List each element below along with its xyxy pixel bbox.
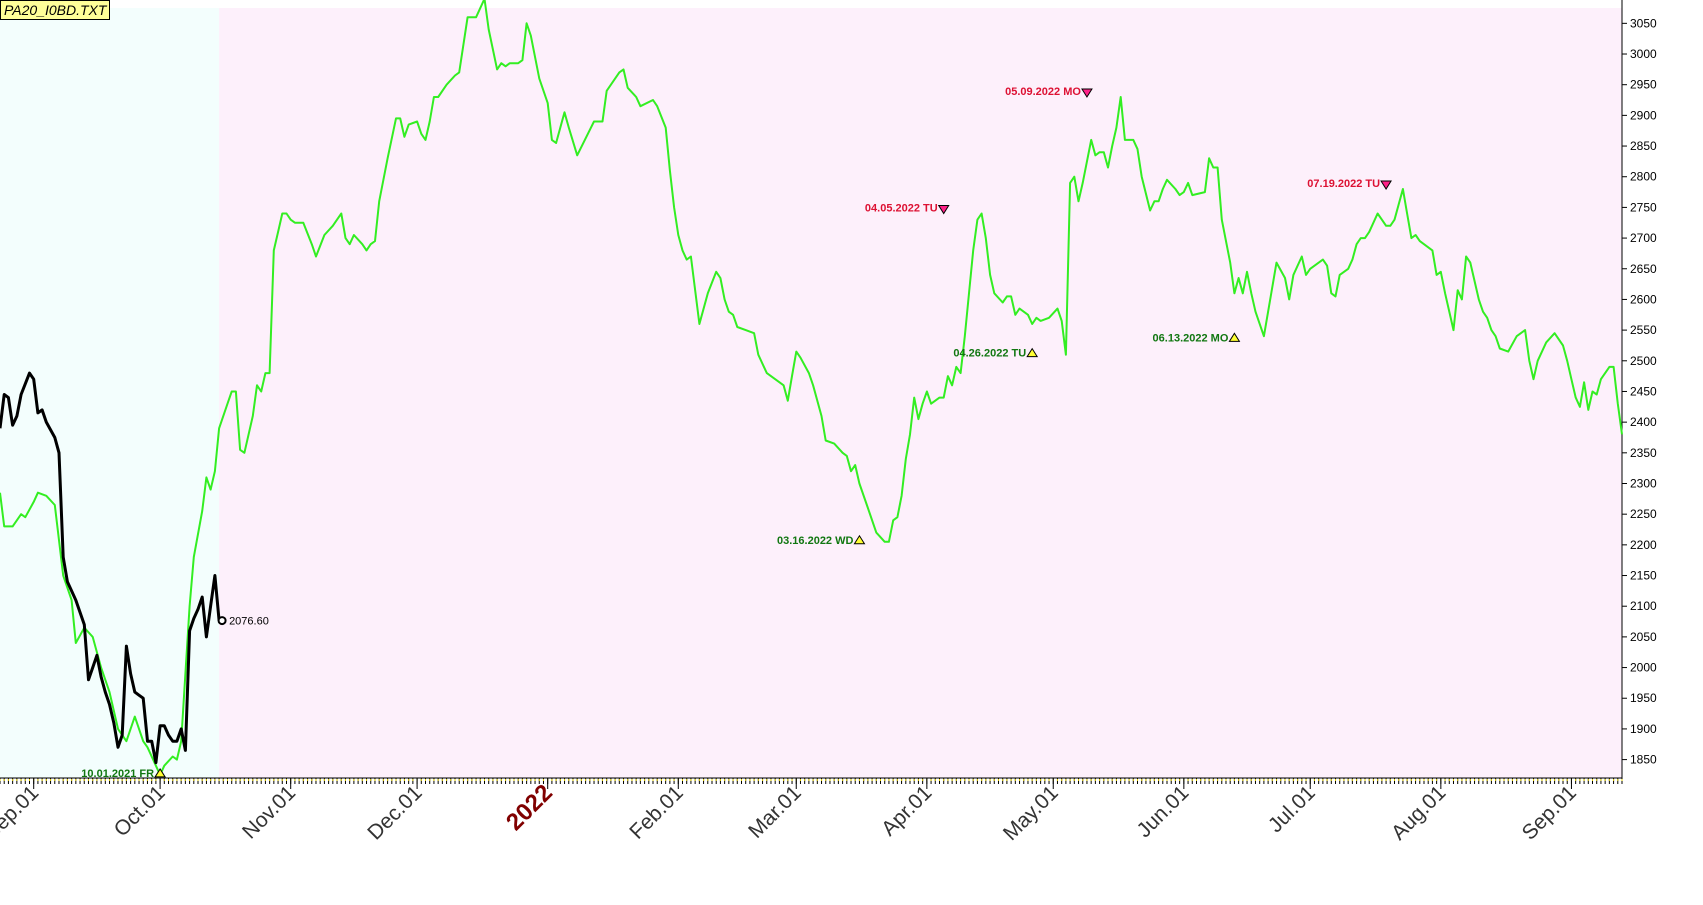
x-month-label: Mar.01 — [744, 781, 806, 843]
x-month-label: Jul.01 — [1264, 781, 1320, 837]
x-month-label: Apr.01 — [877, 781, 936, 840]
x-month-label: Jun.01 — [1133, 781, 1194, 842]
x-month-label: May.01 — [999, 781, 1063, 845]
x-month-label: Oct.01 — [110, 781, 170, 841]
y-tick-label-2600: 2600 — [1630, 292, 1657, 306]
y-tick-label-2250: 2250 — [1630, 507, 1657, 521]
peak-label: 05.09.2022 MO — [1005, 86, 1081, 98]
y-tick-label-3050: 3050 — [1630, 16, 1657, 30]
y-tick-label-2200: 2200 — [1630, 538, 1657, 552]
y-tick-label-2700: 2700 — [1630, 231, 1657, 245]
y-tick-label-2900: 2900 — [1630, 108, 1657, 122]
y-tick-label-1850: 1850 — [1630, 753, 1657, 767]
trough-label: 03.16.2022 WD — [777, 535, 853, 547]
y-tick-label-2750: 2750 — [1630, 200, 1657, 214]
y-tick-label-2050: 2050 — [1630, 630, 1657, 644]
peak-marker-icon — [1081, 88, 1093, 98]
last-price-dot — [217, 616, 227, 626]
y-tick-label-2300: 2300 — [1630, 476, 1657, 490]
forecast-background — [219, 8, 1622, 778]
last-price-label: 2076.60 — [229, 616, 269, 628]
x-month-label: Aug.01 — [1387, 781, 1450, 844]
x-month-label: Dec.01 — [363, 781, 426, 844]
file-name-label: PA20_I0BD.TXT — [0, 0, 111, 20]
peak-label: 04.05.2022 TU — [865, 203, 938, 215]
x-month-label: Feb.01 — [625, 781, 688, 844]
trough-marker-icon — [154, 767, 166, 778]
trough-marker-icon — [853, 534, 866, 545]
trough-label: 04.26.2022 TU — [953, 348, 1026, 360]
y-tick-label-1950: 1950 — [1630, 691, 1657, 705]
trough-marker-icon — [1228, 332, 1241, 342]
y-tick-label-2650: 2650 — [1630, 262, 1657, 276]
x-month-label: Sep.01 — [0, 781, 43, 844]
y-tick-label-2800: 2800 — [1630, 170, 1657, 184]
forecast-line — [0, 0, 1623, 776]
y-tick-label-2350: 2350 — [1630, 446, 1657, 460]
y-tick-label-2400: 2400 — [1630, 415, 1657, 429]
y-tick-label-2500: 2500 — [1630, 354, 1657, 368]
y-tick-label-2850: 2850 — [1630, 139, 1657, 153]
y-tick-label-2950: 2950 — [1630, 78, 1657, 92]
y-tick-label-2000: 2000 — [1630, 661, 1657, 675]
trough-marker-icon — [1026, 347, 1039, 358]
trough-label: 06.13.2022 MO — [1153, 332, 1229, 344]
x-year-label: 2022 — [501, 779, 558, 836]
x-month-label: Nov.01 — [238, 781, 300, 843]
y-tick-label-2150: 2150 — [1630, 569, 1657, 583]
x-month-label: Sep.01 — [1518, 781, 1581, 844]
price-line — [0, 371, 221, 765]
y-tick-label-1900: 1900 — [1630, 722, 1657, 736]
peak-marker-icon — [937, 205, 950, 215]
trough-label: 10.01.2021 FR — [81, 768, 154, 780]
y-tick-label-2550: 2550 — [1630, 323, 1657, 337]
y-tick-label-2450: 2450 — [1630, 384, 1657, 398]
peak-label: 07.19.2022 TU — [1307, 178, 1380, 190]
peak-marker-icon — [1380, 180, 1392, 190]
y-tick-label-2100: 2100 — [1630, 599, 1657, 613]
y-tick-label-3000: 3000 — [1630, 47, 1657, 61]
